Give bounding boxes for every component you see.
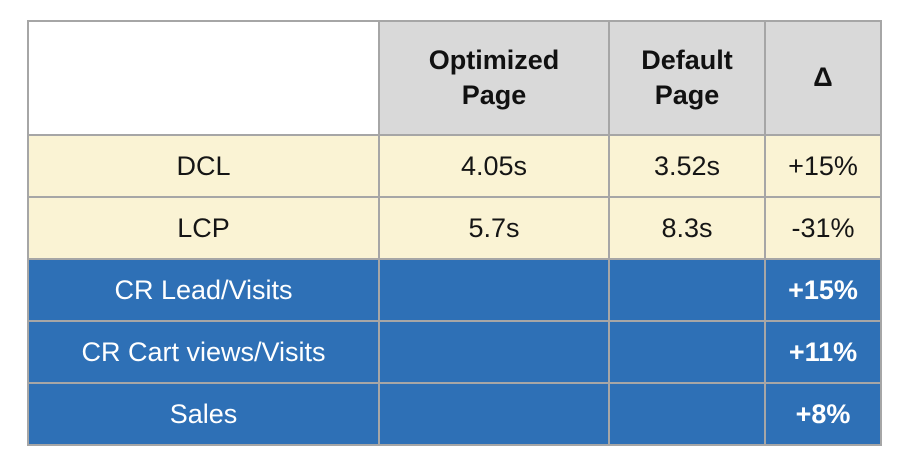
cell-dcl-delta: +15%	[764, 134, 882, 198]
col-header-optimized-page: Optimized Page	[378, 20, 610, 136]
cell-lcp-default: 8.3s	[608, 196, 766, 260]
cell-cr-cart-views-visits-default	[608, 320, 766, 384]
cell-sales-default	[608, 382, 766, 446]
cell-cr-lead-visits-optimized	[378, 258, 610, 322]
cell-sales-delta: +8%	[764, 382, 882, 446]
row-dcl-label: DCL	[27, 134, 380, 198]
cell-cr-cart-views-visits-delta: +11%	[764, 320, 882, 384]
col-header-delta: Δ	[764, 20, 882, 136]
cell-lcp-delta: -31%	[764, 196, 882, 260]
row-dcl: DCL 4.05s 3.52s +15%	[27, 134, 882, 198]
cell-cr-cart-views-visits-optimized	[378, 320, 610, 384]
corner-cell	[27, 20, 380, 136]
col-header-default-page: Default Page	[608, 20, 766, 136]
cell-cr-lead-visits-delta: +15%	[764, 258, 882, 322]
delta-symbol: Δ	[813, 62, 833, 93]
row-cr-lead-visits-label: CR Lead/Visits	[27, 258, 380, 322]
cell-dcl-optimized: 4.05s	[378, 134, 610, 198]
row-sales-label: Sales	[27, 382, 380, 446]
cell-lcp-optimized: 5.7s	[378, 196, 610, 260]
col-header-optimized-page-label: Optimized Page	[428, 44, 560, 110]
performance-comparison-table: Optimized Page Default Page Δ DCL 4.05s …	[27, 20, 882, 446]
cell-dcl-default: 3.52s	[608, 134, 766, 198]
row-cr-lead-visits: CR Lead/Visits +15%	[27, 258, 882, 322]
row-lcp: LCP 5.7s 8.3s -31%	[27, 196, 882, 260]
header-row: Optimized Page Default Page Δ	[27, 20, 882, 136]
cell-cr-lead-visits-default	[608, 258, 766, 322]
cell-sales-optimized	[378, 382, 610, 446]
row-cr-cart-views-visits-label: CR Cart views/Visits	[27, 320, 380, 384]
row-lcp-label: LCP	[27, 196, 380, 260]
row-cr-cart-views-visits: CR Cart views/Visits +11%	[27, 320, 882, 384]
col-header-default-page-label: Default Page	[641, 44, 733, 110]
row-sales: Sales +8%	[27, 382, 882, 446]
